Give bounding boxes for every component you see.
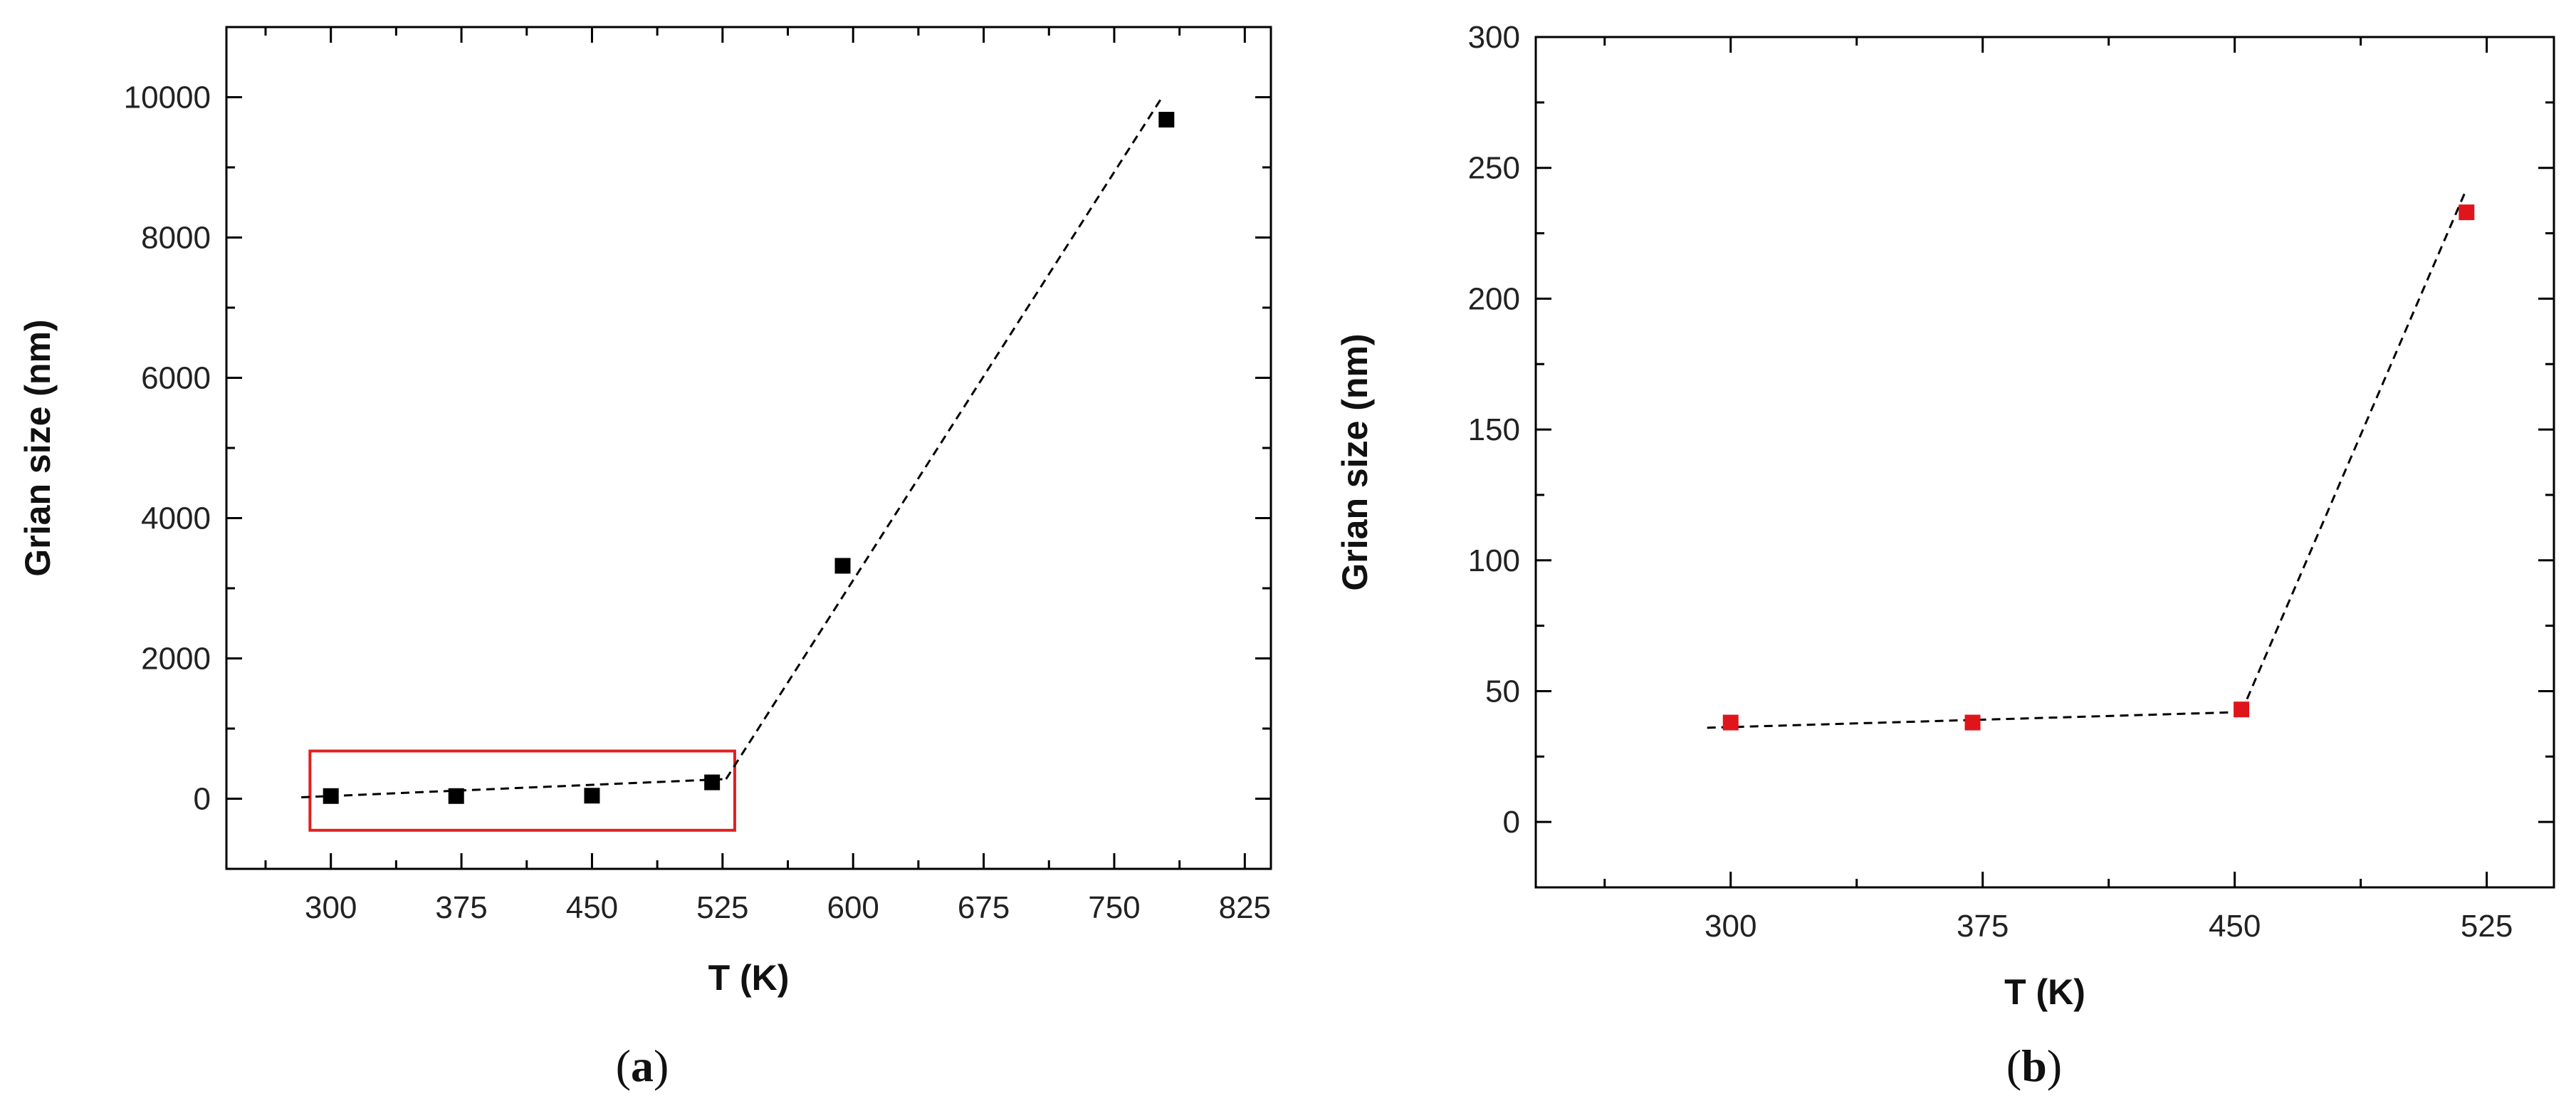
panel-label: (a) — [616, 1040, 669, 1091]
y-tick-label: 0 — [194, 782, 211, 817]
x-tick-label: 300 — [305, 890, 357, 925]
data-point — [2234, 701, 2250, 718]
data-point — [448, 788, 464, 804]
data-point — [323, 788, 339, 804]
x-tick-label: 375 — [1957, 909, 2009, 944]
panel-letter: a — [631, 1040, 654, 1091]
x-tick-label: 825 — [1219, 890, 1271, 925]
y-tick-label: 150 — [1468, 412, 1520, 447]
data-point — [1158, 112, 1175, 128]
x-tick-label: 450 — [2209, 909, 2261, 944]
data-point — [2459, 204, 2475, 221]
y-tick-label: 50 — [1485, 674, 1520, 709]
data-point — [584, 788, 600, 804]
highlight-box — [308, 749, 736, 832]
data-point — [1722, 714, 1739, 731]
x-tick-label: 300 — [1705, 909, 1756, 944]
x-tick-label: 600 — [827, 890, 879, 925]
y-tick-label: 2000 — [141, 642, 211, 677]
y-axis-title: Grian size (nm) — [1335, 333, 1375, 590]
fit-line-2 — [725, 95, 1164, 780]
y-tick-label: 300 — [1468, 20, 1520, 55]
fit-line-1 — [301, 778, 726, 799]
x-tick-label: 525 — [2461, 909, 2513, 944]
y-tick-label: 100 — [1468, 543, 1520, 578]
x-axis-title: T (K) — [708, 958, 790, 998]
y-tick-label: 200 — [1468, 281, 1520, 316]
x-tick-label: 450 — [566, 890, 618, 925]
x-tick-label: 375 — [435, 890, 487, 925]
y-tick-label: 250 — [1468, 151, 1520, 186]
fit-line-1 — [1707, 711, 2242, 729]
y-axis-title: Grian size (nm) — [18, 319, 58, 576]
x-tick-label: 525 — [696, 890, 748, 925]
data-point — [1964, 714, 1981, 731]
x-tick-label: 750 — [1088, 890, 1140, 925]
y-tick-label: 10000 — [124, 80, 211, 115]
y-tick-label: 8000 — [141, 221, 211, 256]
y-tick-label: 4000 — [141, 501, 211, 536]
data-point — [834, 558, 851, 574]
y-tick-label: 6000 — [141, 361, 211, 396]
fit-line-2 — [2240, 188, 2468, 713]
chart-panel-a: 300 375 450 525 600 675 750 825 0 2000 4000 6000 800… — [18, 26, 1272, 1091]
plot-frame — [1534, 36, 2555, 889]
x-axis-title: T (K) — [2004, 972, 2085, 1012]
y-tick-label: 0 — [1503, 805, 1520, 840]
chart-panel-b: 300 375 450 525 0 50 100 150 200 250 300 T (K) Grian… — [1335, 20, 2555, 1091]
data-point — [704, 774, 721, 791]
panel-label: (b) — [2006, 1040, 2062, 1091]
panel-letter: b — [2021, 1040, 2047, 1091]
x-tick-label: 675 — [958, 890, 1010, 925]
